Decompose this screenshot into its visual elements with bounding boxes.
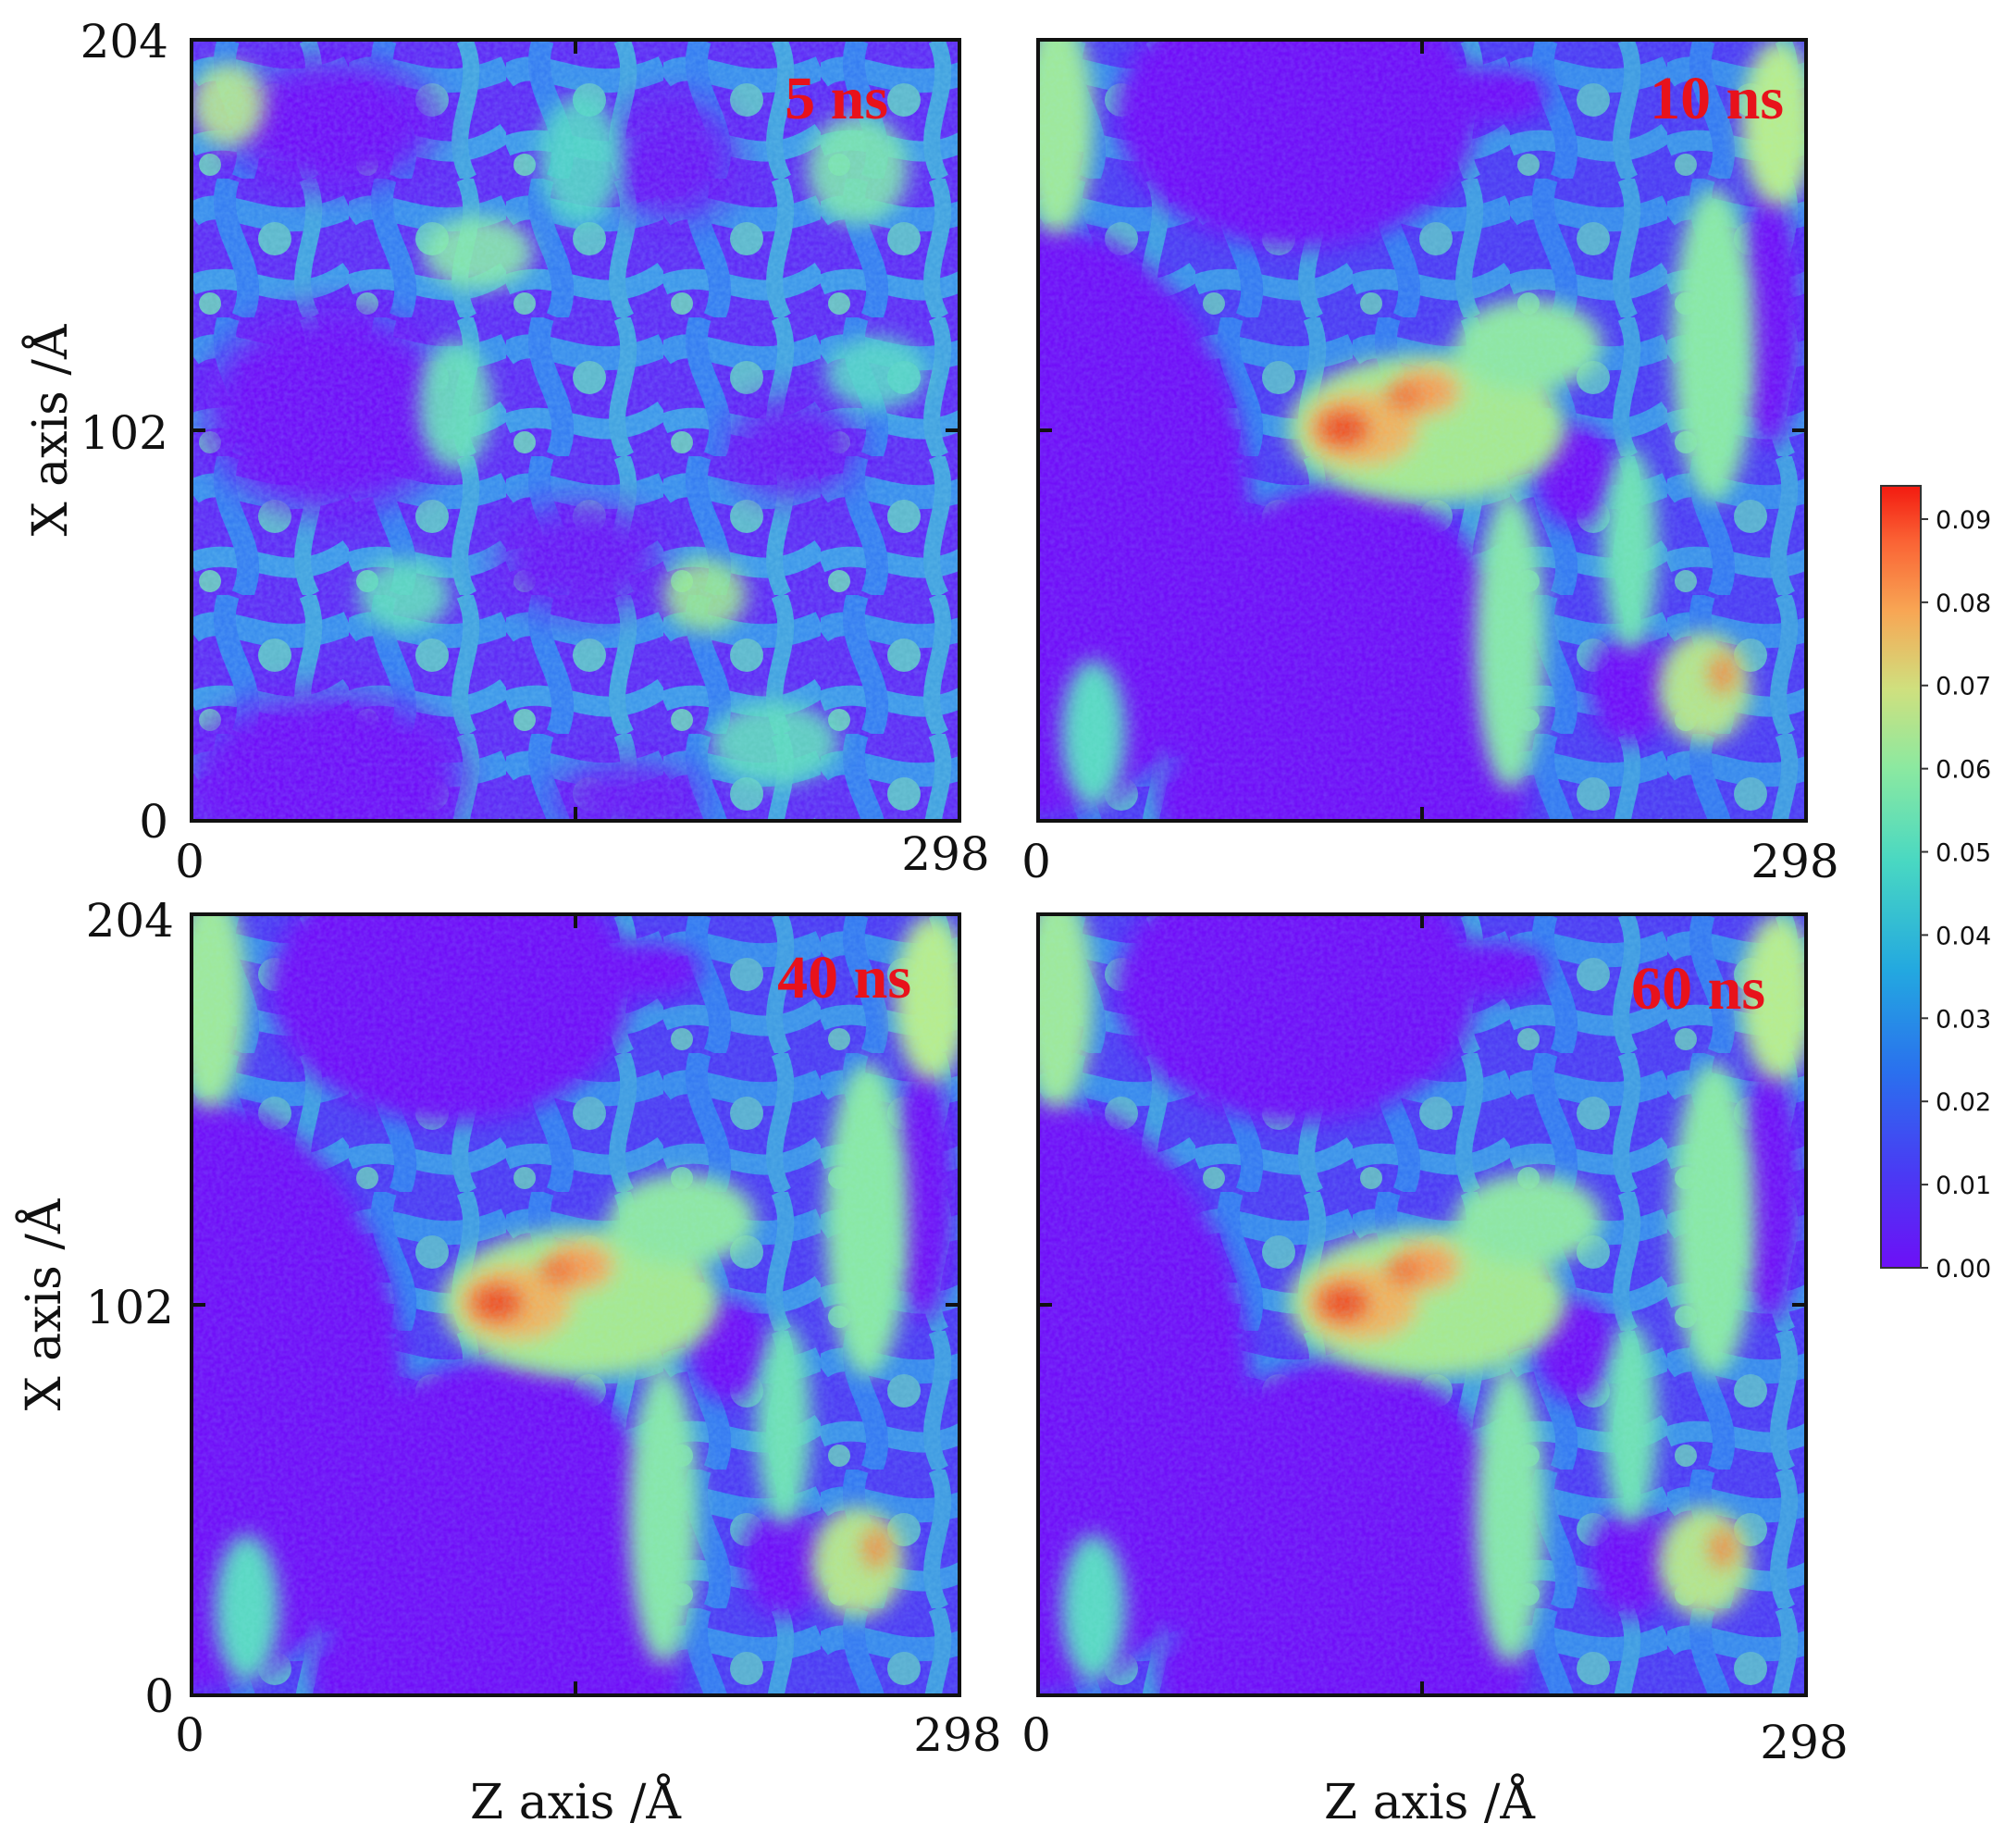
xtick-0: 0 [1021,835,1051,888]
ytick-204: 204 [80,15,168,68]
panel-5ns-frame [190,38,961,823]
xtick-0: 0 [175,1708,204,1762]
ytick-0: 0 [139,795,168,849]
ytick-204: 204 [86,894,174,948]
colorbar-tick-label: 0.07 [1936,673,1991,701]
ytick-102: 102 [86,1281,174,1334]
ytick-102: 102 [80,406,168,460]
colorbar-tick-label: 0.02 [1936,1088,1991,1117]
colorbar: 0.00 0.01 0.02 0.03 0.04 0.05 0.06 0.07 0.08 0.09 [1880,485,1991,1284]
ytick-0: 0 [144,1669,174,1723]
panel-5ns-heatmap [187,40,959,868]
xtick-298: 298 [901,827,989,881]
panel-10ns-heatmap [825,0,1815,891]
panel-label-40ns: 40 ns [777,944,911,1011]
x-axis-label: Z axis /Å [470,1773,682,1830]
colorbar-tick-label: 0.00 [1936,1255,1991,1284]
xtick-0: 0 [175,835,204,888]
panel-10ns-frame [1036,38,1808,823]
colorbar-tick-label: 0.05 [1936,839,1991,868]
xtick-298: 298 [913,1708,1001,1762]
panel-40ns-frame [190,912,961,1697]
colorbar-ticks: 0.00 0.01 0.02 0.03 0.04 0.05 0.06 0.07 0.08 0.09 [1921,506,1991,1284]
xtick-298: 298 [1751,835,1838,888]
y-axis-label: X axis /Å [21,323,79,536]
y-axis-label: X axis /Å [15,1197,72,1410]
colorbar-tick-label: 0.09 [1936,506,1991,535]
colorbar-tick-label: 0.01 [1936,1172,1991,1200]
panel-label-10ns: 10 ns [1650,65,1784,132]
panel-10ns: 10 ns 0 298 [825,0,1839,891]
panel-40ns: 40 ns 204 102 0 0 298 X axis /Å Z axis /… [15,894,1002,1830]
colorbar-tick-label: 0.03 [1936,1005,1991,1034]
panel-5ns: 5 ns 204 102 0 0 298 X axis /Å [21,15,990,888]
colorbar-tick-label: 0.06 [1936,756,1991,785]
panel-60ns: 60 ns 0 298 Z axis /Å [1021,912,1849,1830]
panel-label-60ns: 60 ns [1631,955,1765,1023]
x-axis-label: Z axis /Å [1324,1773,1536,1830]
xtick-298: 298 [1760,1716,1848,1769]
panel-label-5ns: 5 ns [785,65,888,132]
colorbar-tick-label: 0.08 [1936,589,1991,618]
colorbar-tick-label: 0.04 [1936,922,1991,950]
xtick-0: 0 [1021,1708,1051,1762]
panel-60ns-frame [1036,912,1808,1697]
colorbar-gradient [1881,486,1921,1268]
